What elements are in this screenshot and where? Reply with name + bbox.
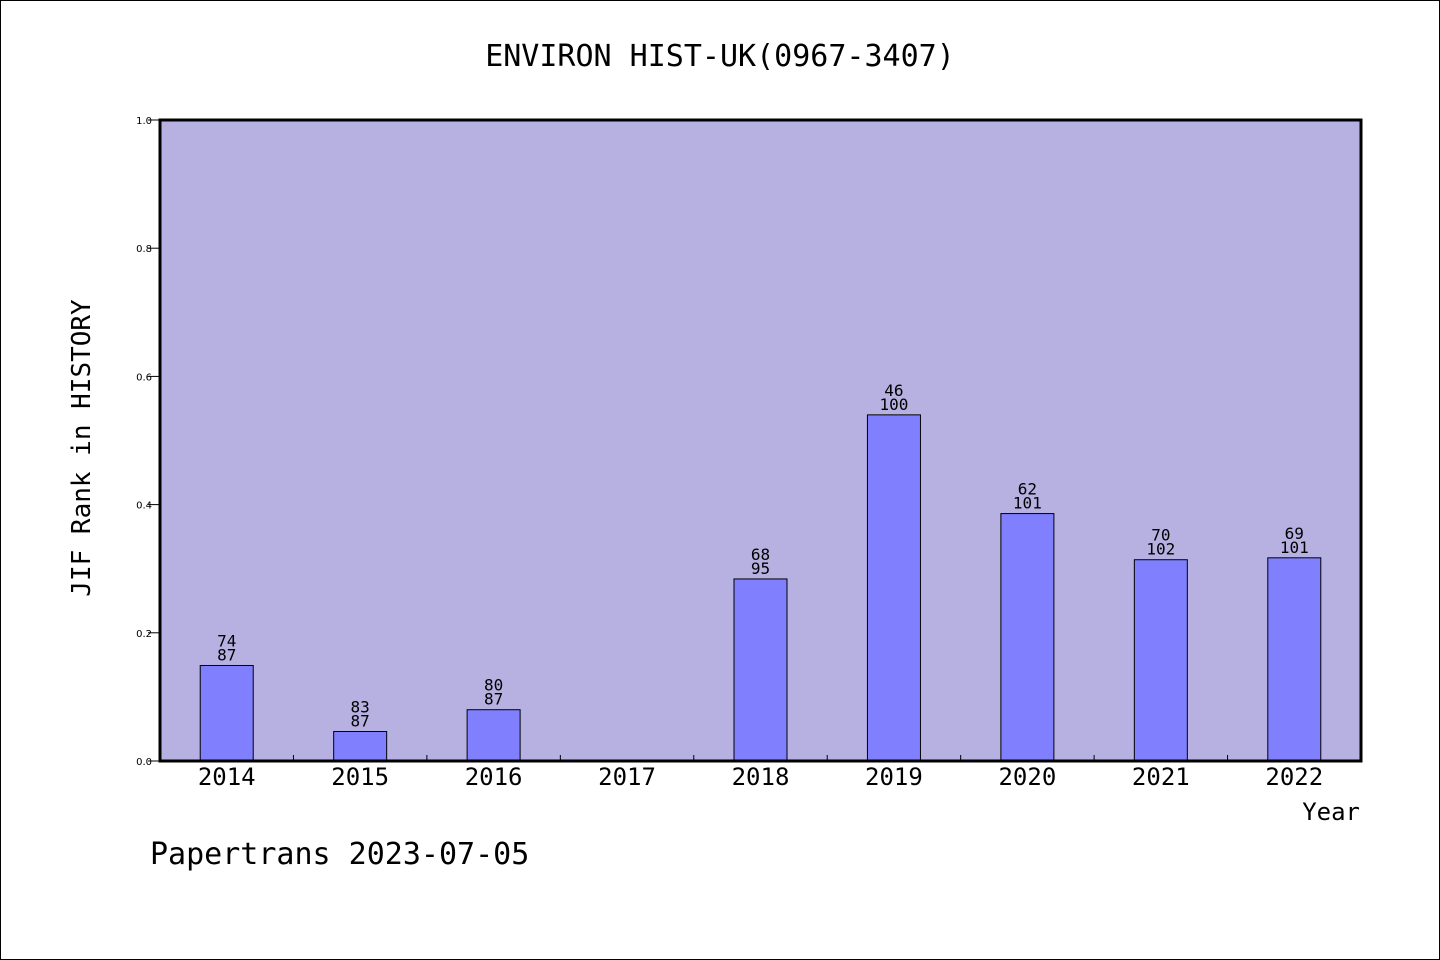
data-label-total-2015: 87 (351, 712, 370, 731)
data-label-rank-2022: 69 (1285, 524, 1304, 543)
bar-2014 (199, 664, 254, 762)
data-label-total-2021: 102 (1146, 540, 1175, 559)
x-tick-label-2020: 2020 (998, 763, 1056, 791)
data-label-total-2014: 87 (217, 645, 236, 664)
x-tick-label-2014: 2014 (198, 763, 256, 791)
data-label-rank-2020: 62 (1018, 480, 1037, 499)
bars-group (199, 414, 1322, 762)
bar-2015 (333, 731, 388, 762)
data-label-rank-2018: 68 (751, 545, 770, 564)
data-label-total-2016: 87 (484, 690, 503, 709)
bar-2016 (466, 709, 521, 762)
y-tick-label-0.2: 0.2 (136, 629, 152, 640)
footer-text: Papertrans 2023-07-05 (150, 837, 529, 872)
y-tick-label-0.8: 0.8 (136, 244, 152, 255)
data-label-rank-2014: 74 (217, 631, 236, 650)
x-tick-label-2019: 2019 (865, 763, 923, 791)
data-label-total-2020: 101 (1013, 494, 1042, 513)
bar-2020 (1000, 513, 1055, 762)
bar-2018 (733, 578, 788, 762)
y-tick-label-0.0: 0.0 (136, 757, 152, 768)
y-tick-label-0.4: 0.4 (136, 501, 152, 512)
y-axis: 0.0 0.2 0.4 0.6 0.8 1.0 (136, 116, 160, 768)
y-axis-label: JIF Rank in HISTORY (67, 299, 97, 597)
x-axis-label: Year (1302, 798, 1360, 826)
data-label-total-2022: 101 (1280, 538, 1309, 557)
x-tick-label-2016: 2016 (465, 763, 523, 791)
chart-title: ENVIRON HIST-UK(0967-3407) (485, 39, 955, 74)
x-tick-label-2021: 2021 (1132, 763, 1190, 791)
x-tick-label-2018: 2018 (732, 763, 790, 791)
x-tick-label-2022: 2022 (1265, 763, 1323, 791)
data-label-rank-2019: 46 (884, 381, 903, 400)
plot-border (158, 118, 1363, 763)
y-tick-label-0.6: 0.6 (136, 372, 152, 383)
bar-2021 (1133, 559, 1188, 762)
x-axis: 2014 2015 2016 2017 2018 2019 2020 2021 2022 (198, 755, 1323, 791)
bar-2022 (1267, 557, 1322, 762)
data-label-total-2019: 100 (879, 395, 908, 414)
data-label-total-2018: 95 (751, 559, 770, 578)
data-label-rank-2015: 83 (351, 698, 370, 717)
y-tick-label-1.0: 1.0 (136, 116, 152, 127)
data-label-rank-2021: 70 (1151, 526, 1170, 545)
x-tick-label-2017: 2017 (598, 763, 656, 791)
bar-2019 (866, 414, 921, 762)
x-tick-label-2015: 2015 (331, 763, 389, 791)
data-label-rank-2016: 80 (484, 676, 503, 695)
